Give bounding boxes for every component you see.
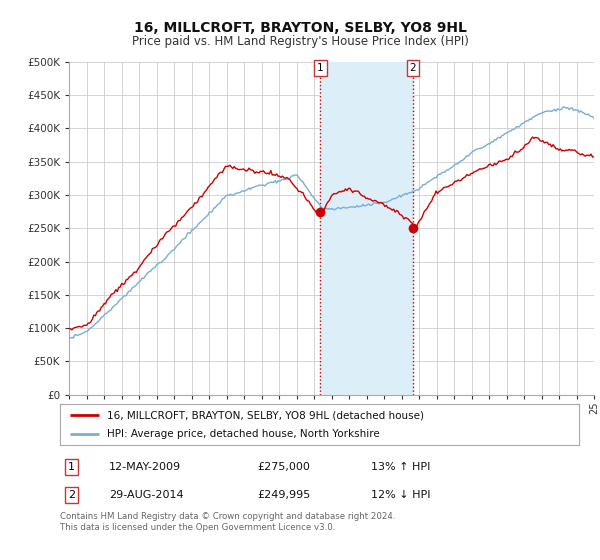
Bar	[320, 62, 413, 395]
Text: 2: 2	[410, 63, 416, 73]
Text: Contains HM Land Registry data © Crown copyright and database right 2024.
This d: Contains HM Land Registry data © Crown c…	[60, 512, 395, 532]
Text: 16, MILLCROFT, BRAYTON, SELBY, YO8 9HL (detached house): 16, MILLCROFT, BRAYTON, SELBY, YO8 9HL (…	[107, 410, 424, 421]
Text: 12% ↓ HPI: 12% ↓ HPI	[371, 490, 431, 500]
Text: £275,000: £275,000	[257, 462, 310, 472]
Text: 16, MILLCROFT, BRAYTON, SELBY, YO8 9HL: 16, MILLCROFT, BRAYTON, SELBY, YO8 9HL	[134, 21, 466, 35]
Text: HPI: Average price, detached house, North Yorkshire: HPI: Average price, detached house, Nort…	[107, 429, 379, 439]
Text: £249,995: £249,995	[257, 490, 310, 500]
Text: 2: 2	[68, 490, 75, 500]
Text: Price paid vs. HM Land Registry's House Price Index (HPI): Price paid vs. HM Land Registry's House …	[131, 35, 469, 48]
Text: 29-AUG-2014: 29-AUG-2014	[109, 490, 184, 500]
Text: 1: 1	[317, 63, 323, 73]
Text: 13% ↑ HPI: 13% ↑ HPI	[371, 462, 431, 472]
Text: 1: 1	[68, 462, 75, 472]
Text: 12-MAY-2009: 12-MAY-2009	[109, 462, 181, 472]
